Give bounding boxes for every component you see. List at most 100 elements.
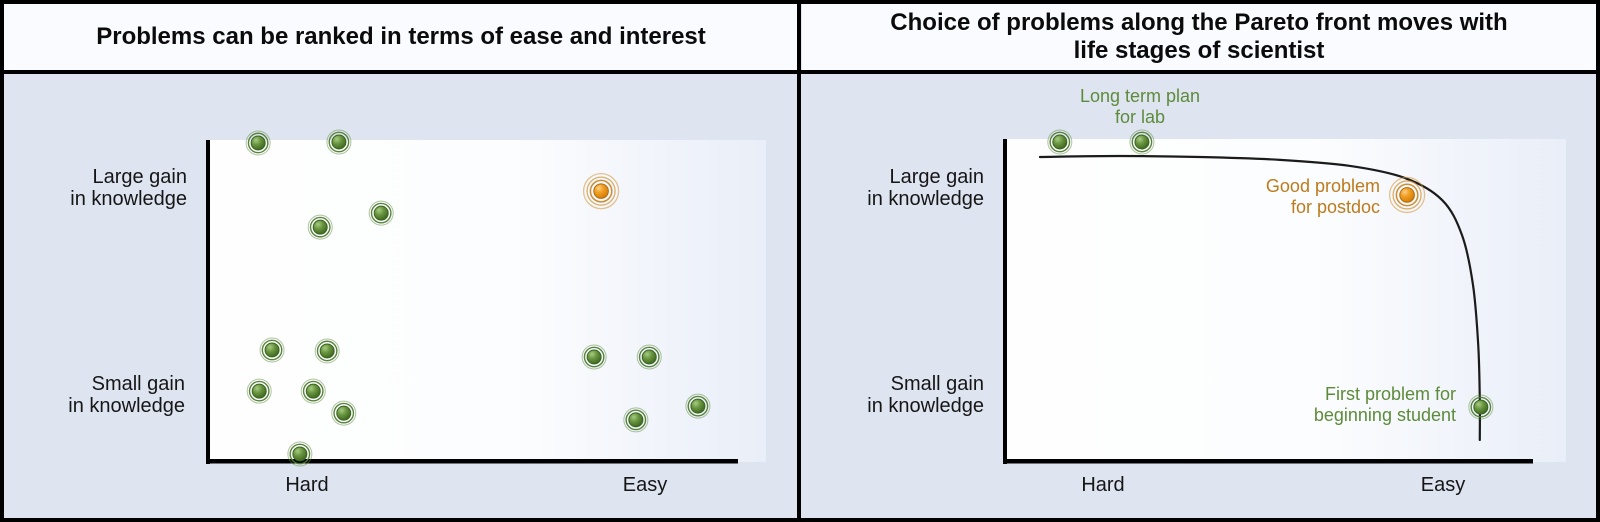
green-problem-dot: [331, 400, 357, 426]
left-ylabel-large-gain: Large gain in knowledge: [70, 166, 187, 210]
left-plot-area: [208, 140, 766, 462]
left-ylabel-small-gain: Small gain in knowledge: [68, 373, 185, 417]
green-problem-dot: [368, 200, 394, 226]
dot-ring: [623, 407, 649, 433]
dot-ball: [373, 205, 389, 221]
dot-ball: [1399, 187, 1415, 203]
annotation-good-problem: Good problem for postdoc: [1265, 176, 1380, 217]
dot-ball: [1052, 134, 1068, 150]
dot-ring: [248, 380, 270, 402]
green-problem-dot: [259, 337, 285, 363]
dot-ball: [292, 446, 308, 462]
right-ylabel-large-gain: Large gain in knowledge: [867, 166, 984, 210]
dot-ring: [307, 214, 333, 240]
green-problem-dot: [287, 441, 313, 467]
dot-ring: [589, 179, 613, 203]
dot-ball: [331, 134, 347, 150]
dot-ball: [628, 412, 644, 428]
dot-ring: [300, 378, 326, 404]
dot-ring: [1049, 131, 1071, 153]
dot-ring: [289, 443, 311, 465]
green-problem-dot: [1047, 129, 1073, 155]
dot-ring: [309, 216, 331, 238]
dot-ring: [368, 200, 394, 226]
dot-ring: [246, 378, 272, 404]
pareto-front-curve: [1038, 154, 1482, 442]
dot-ring: [1470, 396, 1492, 418]
green-problem-dot: [581, 344, 607, 370]
dot-ball: [251, 383, 267, 399]
dot-ring: [333, 402, 355, 424]
dot-ring: [328, 131, 350, 153]
right-panel-title: Choice of problems along the Pareto fron…: [802, 4, 1596, 70]
right-plot-area: [1004, 139, 1566, 462]
green-problem-dot: [1129, 129, 1155, 155]
dot-ring: [1388, 176, 1426, 214]
green-problem-dot: [246, 378, 272, 404]
dot-ball: [312, 219, 328, 235]
left-panel-title-text: Problems can be ranked in terms of ease …: [96, 23, 706, 50]
right-panel-title-line1: Choice of problems along the Pareto fron…: [890, 9, 1508, 36]
green-problem-dot: [326, 129, 352, 155]
dot-ball: [593, 183, 609, 199]
dot-ball: [305, 383, 321, 399]
green-problem-dot: [245, 130, 271, 156]
left-x-axis: [206, 459, 738, 464]
dot-ring: [1468, 394, 1494, 420]
left-xtick-hard: Hard: [285, 474, 329, 496]
dot-ball: [264, 342, 280, 358]
green-problem-dot: [623, 407, 649, 433]
dot-ring: [245, 130, 271, 156]
dot-ring: [314, 338, 340, 364]
dot-ring: [259, 337, 285, 363]
dot-ring: [586, 176, 616, 206]
dot-ring: [1129, 129, 1155, 155]
dot-ball: [641, 349, 657, 365]
dot-ring: [582, 172, 620, 210]
dot-ring: [302, 380, 324, 402]
left-chart-layer: [245, 129, 711, 467]
dot-ball: [250, 135, 266, 151]
green-problem-dot: [685, 393, 711, 419]
dot-ring: [1395, 183, 1419, 207]
right-xtick-easy: Easy: [1420, 474, 1466, 496]
right-xtick-hard: Hard: [1081, 474, 1125, 496]
dot-ring: [247, 132, 269, 154]
green-problem-dot: [636, 344, 662, 370]
dot-ring: [687, 395, 709, 417]
right-x-axis: [1003, 459, 1533, 464]
right-panel-title-line2: life stages of scientist: [1073, 37, 1325, 64]
left-xtick-easy: Easy: [622, 474, 668, 496]
panel-divider-line: [797, 0, 801, 522]
green-problem-dot: [307, 214, 333, 240]
dot-ring: [625, 409, 647, 431]
dot-ball: [1473, 399, 1489, 415]
green-problem-dot: [314, 338, 340, 364]
dot-ring: [370, 202, 392, 224]
dot-ring: [638, 346, 660, 368]
annotation-first-problem: First problem for beginning student: [1313, 384, 1456, 425]
dot-ring: [583, 346, 605, 368]
right-y-axis: [1003, 139, 1007, 464]
right-ylabel-small-gain: Small gain in knowledge: [867, 373, 984, 417]
dot-ring: [331, 400, 357, 426]
dot-ring: [261, 339, 283, 361]
dot-ball: [336, 405, 352, 421]
dot-ring: [316, 340, 338, 362]
dot-ball: [1134, 134, 1150, 150]
annotation-long-term-plan: Long term plan for lab: [1079, 86, 1201, 127]
left-y-axis: [206, 140, 210, 464]
dot-ring: [581, 344, 607, 370]
green-problem-dot: [1468, 394, 1494, 420]
dot-ring: [1392, 180, 1422, 210]
dot-ring: [287, 441, 313, 467]
right-chart-layer: [1038, 129, 1494, 442]
dot-ball: [319, 343, 335, 359]
dot-ring: [1047, 129, 1073, 155]
dot-ring: [1131, 131, 1153, 153]
green-problem-dot: [300, 378, 326, 404]
dot-ring: [636, 344, 662, 370]
dot-ball: [586, 349, 602, 365]
